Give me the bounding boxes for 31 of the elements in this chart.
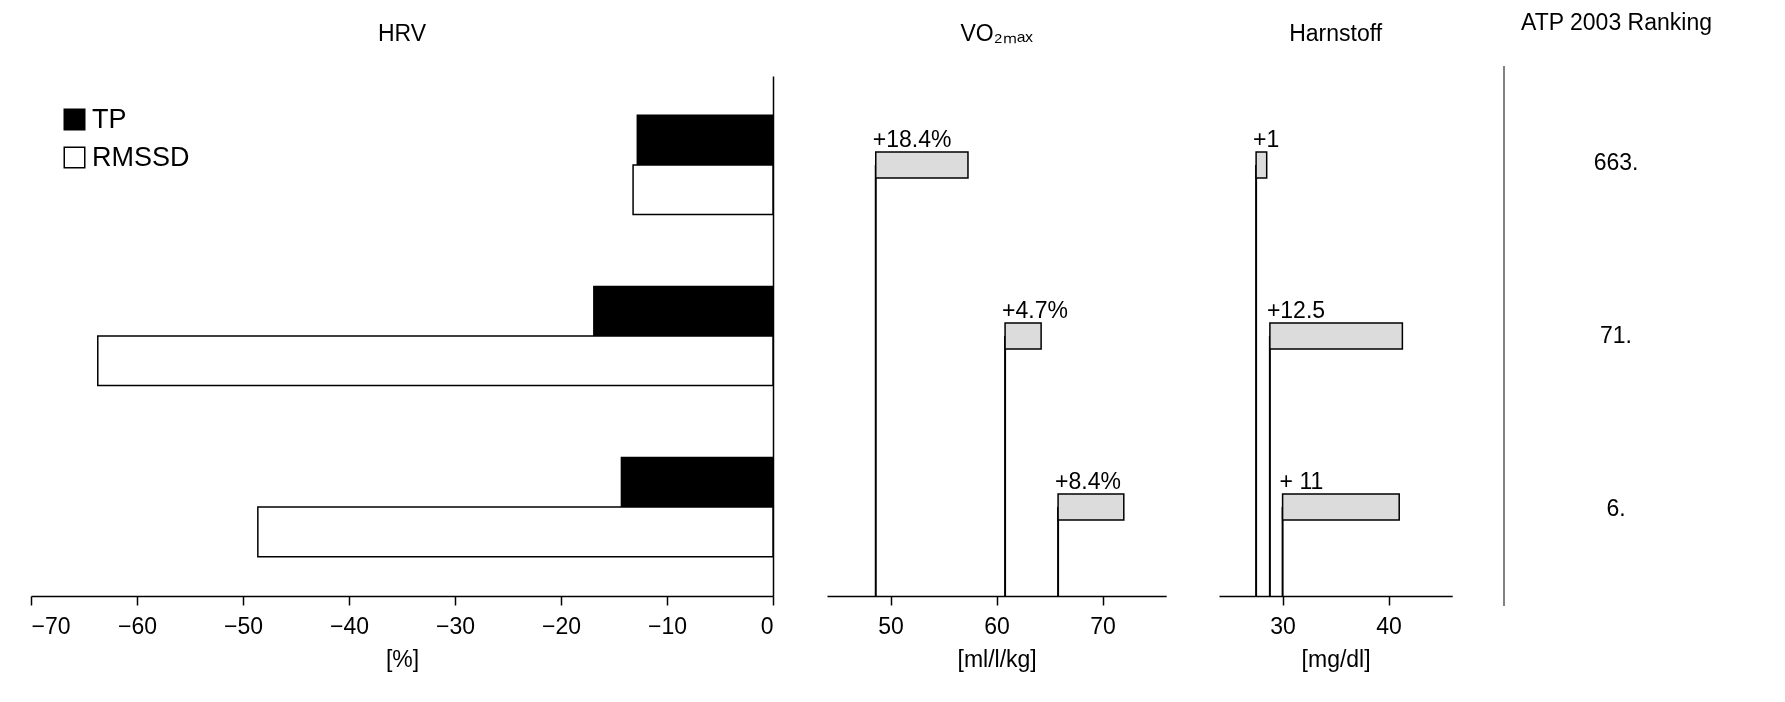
- annotation: +4.7%: [1002, 297, 1068, 323]
- annotation: +8.4%: [1055, 468, 1121, 495]
- x-tick-label: −10: [647, 612, 688, 639]
- x-tick-label: 40: [1376, 612, 1402, 639]
- annotation: + 11: [1279, 468, 1324, 495]
- legend-label: RMSSD: [92, 141, 190, 172]
- text: 6.: [1606, 495, 1626, 522]
- text: +1: [1253, 125, 1280, 152]
- text: 663.: [1593, 148, 1639, 175]
- text: +18.4%: [872, 125, 952, 152]
- chart-title: HRV: [377, 20, 427, 46]
- x-tick-label: 60: [984, 612, 1010, 639]
- x-tick-label: −30: [435, 612, 476, 639]
- x-tick-label: 30: [1270, 612, 1296, 639]
- text: ATP 2003 Ranking: [1521, 9, 1712, 36]
- x-tick-label: 70: [1090, 612, 1116, 639]
- x-axis-title: [mg/dl]: [1301, 645, 1371, 672]
- x-axis-title: [ml/l/kg]: [957, 645, 1037, 672]
- x-tick-label: −20: [541, 612, 582, 639]
- legend-label: TP: [92, 103, 127, 134]
- x-tick-label: −60: [117, 612, 158, 639]
- annotation: +12.5: [1266, 297, 1326, 323]
- x-tick-label: −70: [31, 612, 71, 639]
- chart-title: Harnstoff: [1289, 20, 1383, 46]
- x-tick-label: 0: [760, 612, 774, 639]
- x-axis-title: [%]: [385, 645, 420, 672]
- chart-title: VO₂ₘₐₓ: [960, 20, 1034, 46]
- x-tick-label: −50: [223, 612, 264, 639]
- text: 71.: [1600, 322, 1632, 348]
- x-tick-label: −40: [329, 612, 370, 639]
- x-tick-label: 50: [878, 612, 904, 639]
